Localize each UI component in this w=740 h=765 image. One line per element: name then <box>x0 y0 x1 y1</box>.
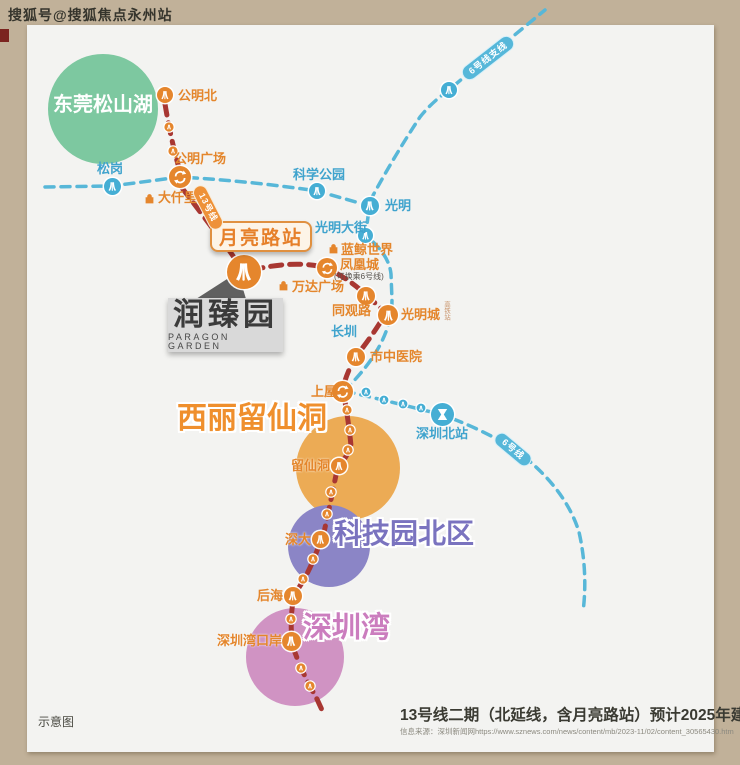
line6-branch-path <box>368 8 547 203</box>
station-label-liuxiandong: 留仙洞 <box>291 458 331 473</box>
station-icon-guangming <box>361 197 379 215</box>
transfer-icon-gongmingguangchang <box>169 166 191 188</box>
mall-icon-wandaguangchang <box>277 279 290 292</box>
zone-label-kejiyuanbeiqu: 科技园北区 <box>334 518 475 549</box>
project-name: 润臻园 <box>173 297 278 332</box>
transfer-icon-shangwu <box>332 381 353 402</box>
station-icon-songgang <box>104 178 121 195</box>
line6-bead-icons <box>360 386 427 414</box>
zone-label-shenzhenwan: 深圳湾 <box>303 612 391 644</box>
project-name-en: PARAGON GARDEN <box>168 332 230 351</box>
station-label-songgang: 松岗 <box>97 161 124 176</box>
station-icon-guangmingdajie <box>358 228 373 243</box>
station-label-guangming: 光明 <box>385 198 412 213</box>
project-logo-box: 润臻园 PARAGON GARDEN <box>168 298 283 352</box>
station-icon-line6-branch <box>441 82 457 98</box>
station-icon-liuxiandong <box>331 458 347 474</box>
mall-icon-daqianli <box>143 192 156 205</box>
station-icon-houhai <box>284 587 302 605</box>
line13-bead-icons <box>163 121 356 692</box>
station-label-shenzhenwankouan: 深圳湾口岸 <box>217 633 283 648</box>
poi-label-lanjingshijie: 蓝鲸世界 <box>341 242 394 257</box>
station-label-fenghuangcheng: 凤凰城 <box>340 257 380 272</box>
station-icon-gongmingbei <box>157 87 173 103</box>
transfer-icon-fenghuangcheng <box>317 258 337 278</box>
station-label-shangwu: 上屋 <box>311 384 338 399</box>
station-label-kexuegongyuan: 科学公园 <box>293 167 346 182</box>
station-label-gongmingbei: 公明北 <box>178 88 218 103</box>
station-icon-tongguanlu <box>357 287 375 305</box>
zone-dongguan-songshanhu <box>48 54 158 164</box>
station-label-shizhongyiyuan: 市中医院 <box>370 349 423 364</box>
station-label-gongmingguangchang: 公明广场 <box>174 151 227 166</box>
station-label-guangmingcheng: 光明城 <box>401 307 441 322</box>
station-icon-shizhongyiyuan <box>347 348 365 366</box>
station-label-tongguanlu: 同观路 <box>332 303 372 318</box>
station-icon-yueliangluzhan <box>227 255 261 289</box>
station-label-changzhen: 长圳 <box>331 324 358 339</box>
station-icon-shenda <box>312 531 329 548</box>
watermark-seal-icon <box>0 29 9 42</box>
legend-label: 示意图 <box>38 715 75 729</box>
station-label-shenzhenbeizhan: 深圳北站 <box>416 426 469 441</box>
watermark-text: 搜狐号@搜狐焦点永州站 <box>8 7 173 23</box>
station-icon-kexuegongyuan <box>309 183 325 199</box>
rail-station-icon-shenzhenbeizhan <box>431 403 454 426</box>
zone-label-xililiuxiandong: 西丽留仙洞 <box>177 402 327 435</box>
station-label-shenda: 深大 <box>285 532 312 547</box>
callout-yueliangluzhan: 月亮路站 <box>210 221 312 252</box>
fenghuangcheng-transfer-note: (可换乘6号线) <box>334 272 384 281</box>
station-icon-shenzhenwankouan <box>282 632 301 651</box>
poi-label-daqianli: 大仟里 <box>158 190 198 205</box>
mall-icon-lanjingshijie <box>327 242 340 255</box>
poi-label-wandaguangchang: 万达广场 <box>292 279 345 294</box>
footer-note: 13号线二期（北延线，含月亮路站）预计2025年建成通车 <box>400 707 740 724</box>
zone-label-songshanhu: 东莞松山湖 <box>53 94 153 116</box>
station-label-guangmingdajie: 光明大街 <box>315 220 368 235</box>
footer-source: 信息来源：深圳新闻网https://www.sznews.com/news/co… <box>400 727 734 736</box>
station-icon-guangmingcheng <box>378 305 398 325</box>
guangmingcheng-rail-tag: 高铁站 <box>442 301 450 321</box>
station-label-houhai: 后海 <box>257 588 284 603</box>
